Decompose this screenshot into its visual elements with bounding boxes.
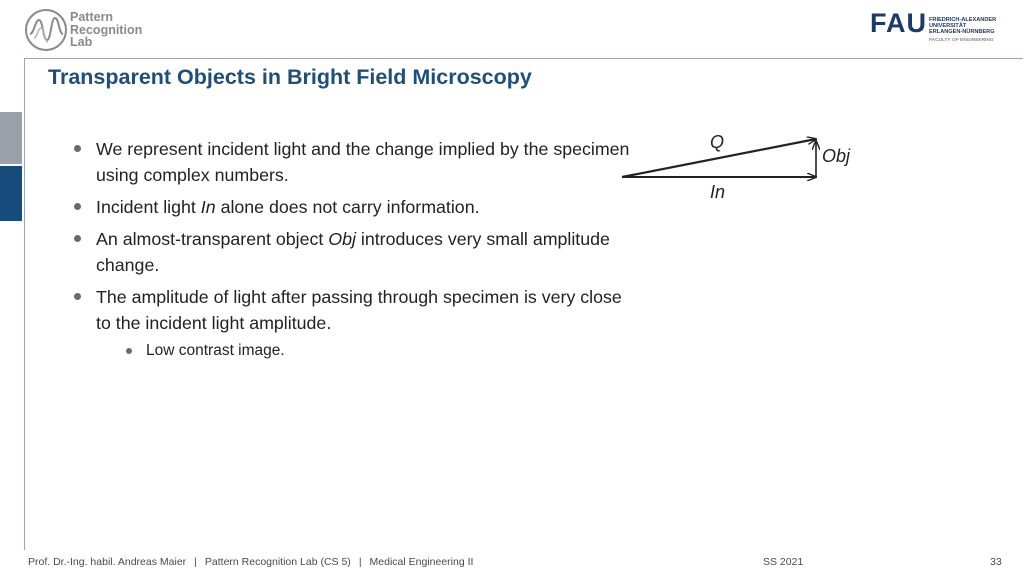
page-number: 33: [990, 556, 1002, 568]
lab-name-line: Lab: [70, 35, 93, 49]
footer-course: Medical Engineering II: [369, 556, 474, 568]
lab-name-line: Recognition: [70, 22, 143, 37]
bullet-text: An almost-transparent object: [96, 229, 329, 249]
q-vector-arrow: [621, 139, 816, 179]
bullet-item: An almost-transparent object Obj introdu…: [74, 226, 634, 278]
lab-name-line: Pattern: [70, 10, 114, 24]
slide-frame: [24, 58, 1023, 550]
pattern-recognition-lab-logo-icon: [25, 9, 67, 51]
footer-lab: Pattern Recognition Lab (CS 5): [204, 556, 351, 568]
complex-vector-diagram: Q Obj In: [621, 132, 851, 202]
bullet-text: alone does not carry information.: [215, 197, 480, 217]
bullet-text: introduces very small amplitude change.: [96, 229, 610, 275]
footer-author: Prof. Dr.-Ing. habil. Andreas Maier: [28, 556, 187, 568]
obj-label: Obj: [822, 146, 851, 166]
q-label: Q: [710, 132, 724, 152]
fau-university-line: FRIEDRICH-ALEXANDER: [929, 17, 997, 23]
sub-bullet-text: Low contrast image.: [146, 342, 285, 359]
slide-footer: Prof. Dr.-Ing. habil. Andreas Maier | Patt…: [28, 556, 1008, 568]
bullet-term: Obj: [328, 229, 356, 249]
fau-logo: FAU FRIEDRICH-ALEXANDER UNIVERSITÄT ERLA…: [870, 10, 1005, 46]
fau-university-name: FRIEDRICH-ALEXANDER UNIVERSITÄT ERLANGEN…: [929, 17, 996, 36]
footer-semester: SS 2021: [763, 556, 804, 568]
fau-wordmark: FAU: [870, 8, 927, 38]
bullet-item: The amplitude of light after passing thr…: [74, 284, 634, 336]
bullet-item: We represent incident light and the chan…: [74, 136, 634, 188]
lab-name: Pattern Recognition Lab: [70, 11, 142, 49]
bullet-item: Incident light In alone does not carry i…: [74, 194, 634, 220]
bullet-text: Incident light: [96, 197, 201, 217]
footer-separator: |: [358, 556, 362, 568]
in-label: In: [710, 182, 725, 202]
bullet-text: We represent incident light and the chan…: [96, 139, 630, 185]
sub-bullet-item: Low contrast image.: [126, 340, 634, 362]
fau-university-line: ERLANGEN-NÜRNBERG: [929, 29, 995, 36]
bullet-term: In: [200, 197, 216, 217]
fau-university-line: UNIVERSITÄT: [929, 23, 967, 30]
footer-separator: |: [194, 556, 197, 568]
bullet-list: We represent incident light and the chan…: [74, 136, 634, 368]
bullet-text: The amplitude of light after passing thr…: [96, 287, 622, 333]
slide-title: Transparent Objects in Bright Field Micr…: [48, 65, 532, 89]
slide-header: Pattern Recognition Lab FAU FRIEDRICH-AL…: [0, 0, 1024, 58]
side-tab-inactive: [0, 112, 22, 164]
side-tab-active: [0, 166, 22, 221]
fau-faculty: FACULTY OF ENGINEERING: [929, 38, 994, 43]
